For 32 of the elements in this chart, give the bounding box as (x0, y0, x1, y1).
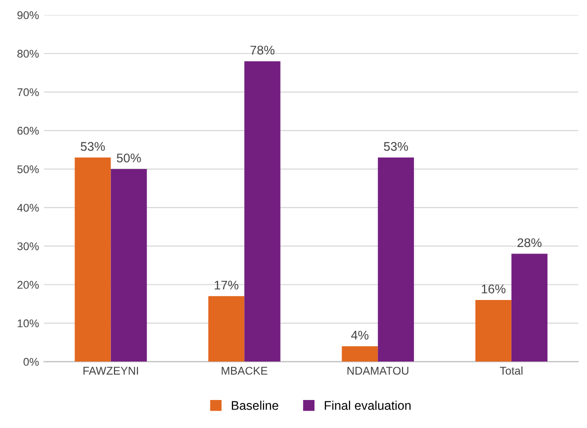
y-tick-label: 90% (17, 11, 39, 20)
data-label: 16% (482, 284, 506, 294)
y-tick-label: 20% (17, 280, 39, 289)
y-tick-label: 0% (24, 358, 39, 366)
data-label: 17% (214, 280, 238, 290)
y-tick-label: 80% (17, 50, 39, 58)
bar (342, 346, 378, 362)
data-label: 53% (80, 142, 105, 151)
y-tick-label: 10% (18, 319, 39, 328)
y-tick-label: 70% (17, 88, 39, 96)
data-label: 53% (384, 142, 408, 151)
bar (244, 61, 280, 362)
legend-label: Baseline (232, 400, 278, 410)
y-tick-label: 50% (17, 165, 39, 174)
data-label: 50% (116, 154, 141, 162)
bar (475, 300, 512, 362)
bar (110, 169, 147, 362)
x-tick-label: MBACKE (222, 366, 268, 375)
bar (74, 158, 111, 362)
y-tick-label: 60% (17, 126, 39, 135)
bar (378, 158, 414, 362)
x-tick-label: NDAMATOU (348, 366, 408, 375)
x-tick-label: Total (500, 366, 522, 375)
y-tick-label: 30% (17, 242, 39, 250)
data-label: 4% (351, 330, 368, 340)
data-label: 28% (518, 238, 542, 248)
x-tick-label: FAWZEYNI (84, 366, 138, 375)
data-label: 78% (250, 46, 274, 55)
bar (511, 254, 548, 362)
bar (208, 296, 244, 362)
legend-label: Final evaluation (324, 400, 411, 410)
y-tick-label: 40% (17, 204, 39, 212)
